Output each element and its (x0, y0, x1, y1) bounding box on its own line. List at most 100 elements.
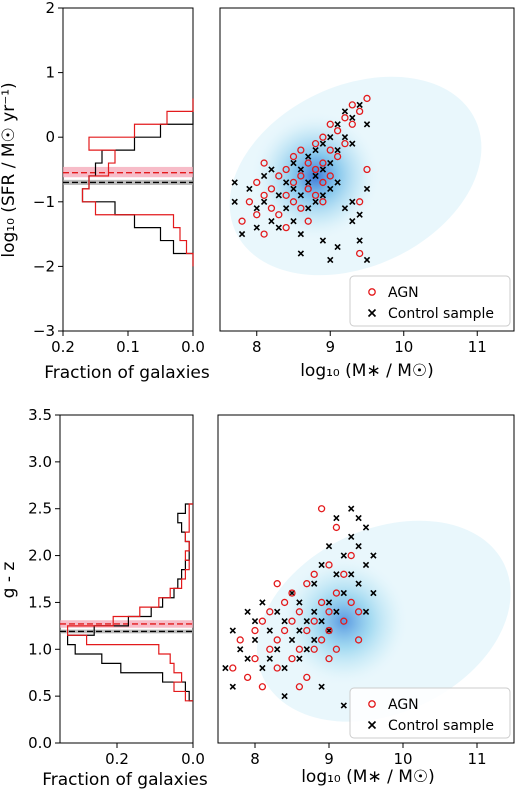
sfr-scatter-agn-point (289, 152, 298, 161)
top-legend-agn-label: AGN (388, 285, 419, 301)
sfr-scatter-control-point (246, 185, 253, 193)
color-scatter-agn-point (251, 626, 259, 635)
sfr-scatter-agn-point (326, 120, 334, 128)
sfr-scatter-control-point (356, 211, 363, 218)
color-scatter-control-point (281, 618, 288, 625)
color-scatter-agn-point (273, 664, 281, 672)
color-scatter-agn-point (325, 561, 333, 569)
sfr-scatter-agn-point (267, 185, 276, 193)
color-scatter-density-core (278, 555, 410, 687)
color-histogram-frame (59, 414, 194, 744)
sfr-scatter-agn-point (275, 172, 283, 180)
sfr-scatter-agn-point (297, 172, 305, 180)
sfr-scatter-agn-point (341, 140, 349, 148)
sfr-scatter-agn-point (319, 178, 327, 187)
sfr-scatter-control-point (356, 101, 363, 109)
sfr-scatter-control-point (312, 146, 319, 154)
sfr-hist-ytick-label: 1 (45, 64, 55, 82)
color-scatter-control-point (296, 627, 303, 634)
sfr-scatter-agn-point (326, 146, 334, 154)
bottom-mass-axis-label: log₁₀ (M∗ / M☉) (301, 767, 435, 787)
color-scatter-control-point (274, 646, 281, 653)
sfr-scatter-control-point (349, 198, 356, 205)
color-scatter-control-point (303, 646, 310, 653)
sfr-scatter-control-point (305, 205, 312, 212)
sfr-scatter-agn-point (282, 191, 290, 199)
color-scatter-agn-point (280, 598, 289, 607)
color-scatter-agn-point (347, 551, 355, 560)
sfr-scatter-control-point (290, 185, 297, 193)
color-scatter-control-point (370, 552, 377, 559)
sfr-scatter-control-point (319, 140, 327, 147)
color-scatter-control-point (348, 571, 355, 578)
sfr-scatter-control-point (231, 198, 238, 205)
sfr-hist-agn-histogram (81, 98, 194, 267)
color-scatter-control-point (251, 636, 259, 644)
color-scatter-control-point (355, 543, 362, 550)
color-scatter-control-point (340, 702, 347, 709)
color-scatter-agn-point (288, 655, 296, 663)
color-scatter-control-point (325, 599, 333, 606)
color-scatter-agn-point (280, 626, 289, 635)
sfr-hist-ytick-label: −1 (33, 193, 55, 211)
color-scatter-control-point (266, 627, 273, 634)
sfr-scatter-control-point (349, 218, 356, 225)
color-scatter-xtick-label: 10 (393, 750, 412, 768)
top-legend: AGN Control sample (349, 275, 511, 327)
color-scatter-control-point (266, 655, 273, 662)
color-scatter-control-point (274, 608, 281, 615)
color-scatter-control-point (229, 683, 236, 690)
sfr-scatter-agn-point (319, 159, 327, 167)
sfr-scatter-agn-point (304, 217, 312, 225)
color-scatter-xtick-label: 8 (250, 750, 260, 768)
color-scatter-agn-point (243, 673, 252, 682)
sfr-scatter-control-point (297, 166, 305, 173)
sfr-scatter-control-point (297, 230, 305, 238)
color-scatter-agn-point (303, 626, 311, 635)
color-hist-ytick-label: 0.0 (28, 734, 52, 752)
top-legend-control-marker (367, 308, 377, 318)
sfr-hist-xtick-label: 0.2 (51, 338, 75, 356)
color-scatter-agn-point (258, 617, 267, 625)
sfr-scatter-agn-point (238, 217, 246, 225)
bottom-legend-agn-label: AGN (388, 697, 419, 713)
color-scatter-control-point (288, 589, 296, 597)
sfr-scatter-agn-point (355, 249, 364, 258)
color-scatter-control-point (311, 608, 318, 615)
top-legend-control-label: Control sample (388, 306, 494, 322)
sfr-scatter-control-point (268, 166, 275, 173)
sfr-scatter-control-point (275, 192, 282, 199)
color-scatter-control-point (348, 533, 355, 540)
sfr-scatter-control-point (253, 205, 260, 212)
bottom-hist-x-label: Fraction of galaxies (42, 770, 208, 790)
sfr-hist-xtick-label: 0.0 (181, 338, 205, 356)
color-axis-label: g - z (0, 562, 19, 599)
sfr-scatter-xtick-label: 10 (394, 338, 413, 356)
sfr-scatter-control-point (327, 256, 334, 264)
sfr-scatter-control-point (327, 159, 334, 167)
sfr-scatter-control-point (290, 159, 297, 167)
color-hist-ytick-label: 1.0 (28, 640, 52, 658)
sfr-scatter-agn-point (363, 94, 371, 103)
color-hist-ytick-label: 2.5 (28, 500, 52, 518)
sfr-scatter-agn-point (363, 165, 371, 174)
color-scatter-agn-point (303, 580, 311, 588)
color-scatter-control-point (244, 608, 251, 615)
sfr-scatter-control-point (341, 205, 349, 212)
color-scatter-control-point (281, 692, 288, 700)
color-scatter-agn-point (332, 523, 341, 532)
color-vs-mass-panel: 8 9 10 11 log₁₀ (M∗ / M☉) AGN Control sampl… (217, 414, 515, 787)
color-scatter-control-point (311, 636, 318, 644)
top-mass-axis-label: log₁₀ (M∗ / M☉) (300, 361, 434, 381)
sfr-scatter-control-point (305, 179, 312, 186)
sfr-scatter-agn-point (260, 230, 268, 238)
top-legend-box (349, 275, 511, 327)
color-scatter-control-point (288, 636, 296, 644)
sfr-scatter-agn-point (304, 185, 312, 193)
sfr-scatter-control-point (356, 237, 363, 244)
color-scatter-agn-point (229, 664, 237, 672)
sfr-scatter-control-point (341, 108, 349, 115)
bottom-legend-agn-marker (368, 700, 376, 708)
color-scatter-control-point (318, 683, 325, 690)
